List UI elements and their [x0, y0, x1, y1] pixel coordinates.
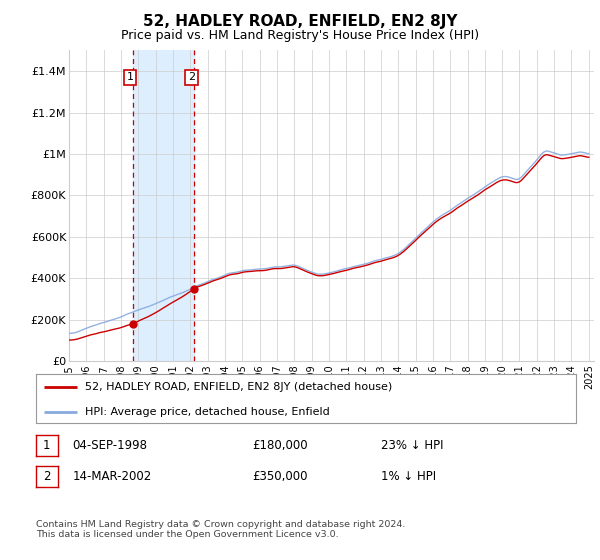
Text: 04-SEP-1998: 04-SEP-1998	[73, 439, 148, 452]
Text: Contains HM Land Registry data © Crown copyright and database right 2024.
This d: Contains HM Land Registry data © Crown c…	[36, 520, 406, 539]
Text: Price paid vs. HM Land Registry's House Price Index (HPI): Price paid vs. HM Land Registry's House …	[121, 29, 479, 42]
Text: 1: 1	[127, 72, 133, 82]
Text: 2: 2	[188, 72, 195, 82]
Text: 1% ↓ HPI: 1% ↓ HPI	[381, 470, 436, 483]
Text: £350,000: £350,000	[252, 470, 308, 483]
Text: 52, HADLEY ROAD, ENFIELD, EN2 8JY (detached house): 52, HADLEY ROAD, ENFIELD, EN2 8JY (detac…	[85, 382, 392, 393]
Text: 1: 1	[43, 439, 50, 452]
Text: 52, HADLEY ROAD, ENFIELD, EN2 8JY: 52, HADLEY ROAD, ENFIELD, EN2 8JY	[143, 14, 457, 29]
Text: HPI: Average price, detached house, Enfield: HPI: Average price, detached house, Enfi…	[85, 407, 329, 417]
Text: £180,000: £180,000	[252, 439, 308, 452]
Text: 2: 2	[43, 470, 50, 483]
Text: 23% ↓ HPI: 23% ↓ HPI	[381, 439, 443, 452]
Bar	[133, 50, 194, 361]
Text: 14-MAR-2002: 14-MAR-2002	[73, 470, 152, 483]
